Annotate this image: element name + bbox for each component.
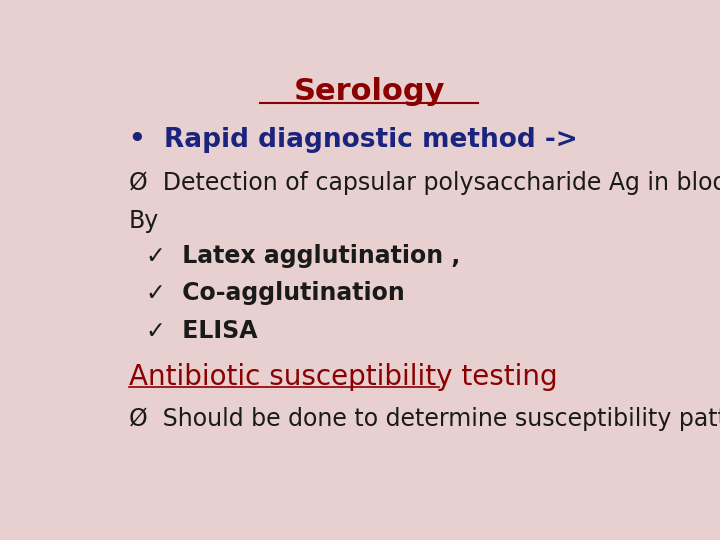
Text: ✓  ELISA: ✓ ELISA (145, 319, 257, 343)
Text: Ø  Should be done to determine susceptibility pattern: Ø Should be done to determine susceptibi… (129, 407, 720, 431)
Text: ✓  Co-agglutination: ✓ Co-agglutination (145, 281, 405, 306)
Text: Serology: Serology (293, 77, 445, 106)
Text: By: By (129, 209, 159, 233)
Text: Ø  Detection of capsular polysaccharide Ag in blood, CSF: Ø Detection of capsular polysaccharide A… (129, 171, 720, 195)
Text: ✓  Latex agglutination ,: ✓ Latex agglutination , (145, 244, 460, 268)
Text: Antibiotic susceptibility testing: Antibiotic susceptibility testing (129, 363, 558, 392)
Text: •  Rapid diagnostic method ->: • Rapid diagnostic method -> (129, 127, 578, 153)
